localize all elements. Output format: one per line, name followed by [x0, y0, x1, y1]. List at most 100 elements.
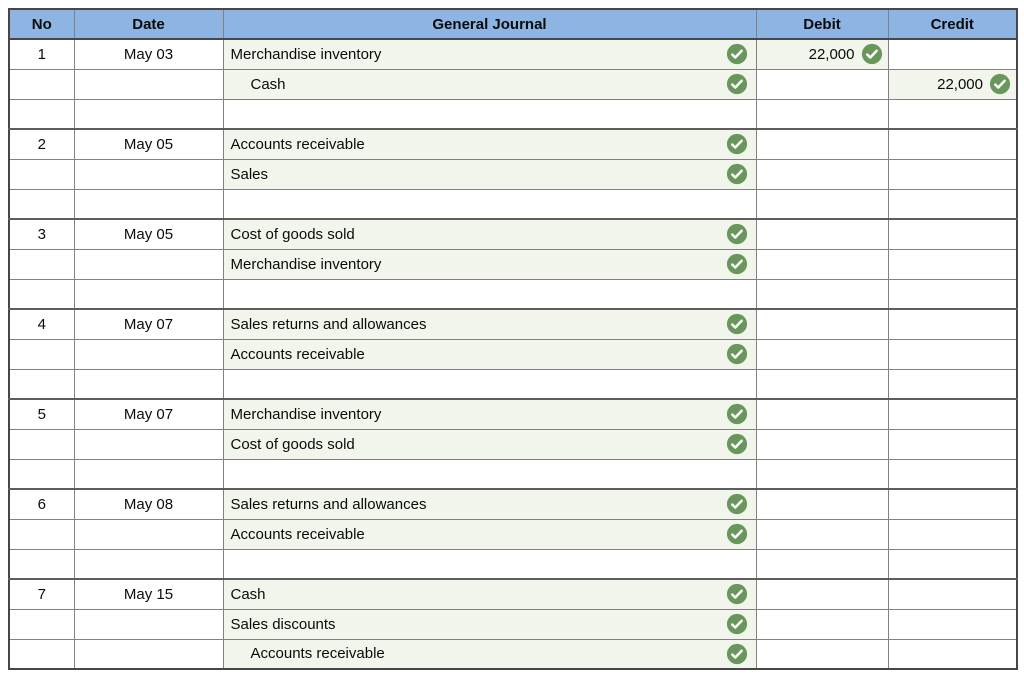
check-icon: [726, 73, 748, 95]
debit-amount-cell[interactable]: 22,000: [755, 38, 889, 70]
spacer-row: [8, 548, 1018, 580]
spacer-debit-cell: [755, 278, 889, 310]
credit-amount-cell[interactable]: [887, 518, 1018, 550]
spacer-no-cell: [8, 278, 75, 310]
account-title-cell[interactable]: Accounts receivable: [222, 638, 757, 670]
account-title-cell[interactable]: Sales: [222, 158, 757, 190]
debit-amount: 22,000: [808, 45, 855, 63]
credit-amount-cell[interactable]: [887, 428, 1018, 460]
credit-amount-cell[interactable]: [887, 488, 1018, 520]
check-icon: [726, 613, 748, 635]
debit-amount-cell[interactable]: [755, 518, 889, 550]
journal-entry-row: Merchandise inventory: [8, 248, 1018, 280]
credit-amount-field: 22,000: [889, 70, 1016, 98]
journal-entry-row: Accounts receivable: [8, 638, 1018, 670]
spacer-row: [8, 458, 1018, 490]
entry-date-cell: May 15: [73, 578, 224, 610]
header-date: Date: [73, 8, 224, 40]
debit-amount-cell[interactable]: [755, 338, 889, 370]
entry-date-cell: [73, 608, 224, 640]
account-title-cell[interactable]: Cash: [222, 68, 757, 100]
account-title: Cost of goods sold: [230, 225, 355, 243]
check-icon: [726, 523, 748, 545]
journal-entry-row: 1 May 03 Merchandise inventory 22,000: [8, 38, 1018, 70]
spacer-row: [8, 368, 1018, 400]
credit-amount-cell[interactable]: [887, 38, 1018, 70]
spacer-date-cell: [73, 98, 224, 130]
spacer-no-cell: [8, 188, 75, 220]
entry-number-cell: [8, 248, 75, 280]
credit-amount-cell[interactable]: [887, 308, 1018, 340]
debit-amount-cell[interactable]: [755, 128, 889, 160]
entry-date-cell: May 07: [73, 398, 224, 430]
credit-amount-cell[interactable]: [887, 608, 1018, 640]
entry-date-cell: [73, 68, 224, 100]
credit-amount-cell[interactable]: [887, 218, 1018, 250]
spacer-credit-cell: [887, 188, 1018, 220]
entry-date-cell: [73, 158, 224, 190]
check-icon: [726, 313, 748, 335]
debit-amount-cell[interactable]: [755, 248, 889, 280]
account-title-cell[interactable]: Merchandise inventory: [222, 398, 757, 430]
account-title: Sales: [230, 165, 269, 183]
account-title-cell[interactable]: Accounts receivable: [222, 518, 757, 550]
debit-amount-cell[interactable]: [755, 608, 889, 640]
entry-date: May 03: [123, 45, 174, 63]
credit-amount-cell[interactable]: [887, 398, 1018, 430]
entry-number: 4: [37, 315, 46, 333]
journal-entry-row: 2 May 05 Accounts receivable: [8, 128, 1018, 160]
account-title-cell[interactable]: Merchandise inventory: [222, 248, 757, 280]
debit-amount-cell[interactable]: [755, 308, 889, 340]
entry-number-cell: [8, 518, 75, 550]
entry-date-cell: [73, 248, 224, 280]
account-title-cell[interactable]: Sales returns and allowances: [222, 308, 757, 340]
credit-amount-cell[interactable]: [887, 638, 1018, 670]
credit-amount-cell[interactable]: [887, 578, 1018, 610]
account-title-cell[interactable]: Merchandise inventory: [222, 38, 757, 70]
header-general-journal: General Journal: [222, 8, 757, 40]
entry-number: 6: [37, 495, 46, 513]
entry-date-cell: [73, 428, 224, 460]
journal-entry-row: Sales discounts: [8, 608, 1018, 640]
debit-amount-cell[interactable]: [755, 578, 889, 610]
credit-amount-cell[interactable]: [887, 338, 1018, 370]
debit-amount-cell[interactable]: [755, 398, 889, 430]
debit-amount-cell[interactable]: [755, 158, 889, 190]
entry-date: May 05: [123, 225, 174, 243]
credit-amount-cell[interactable]: 22,000: [887, 68, 1018, 100]
debit-amount-cell[interactable]: [755, 218, 889, 250]
credit-amount-cell[interactable]: [887, 158, 1018, 190]
account-title-cell[interactable]: Accounts receivable: [222, 338, 757, 370]
entry-date-cell: [73, 338, 224, 370]
check-icon: [726, 223, 748, 245]
account-title-field: Sales: [224, 160, 755, 188]
header-row: No Date General Journal Debit Credit: [8, 8, 1018, 40]
entry-number-cell: 2: [8, 128, 75, 160]
debit-amount-cell[interactable]: [755, 428, 889, 460]
entry-number: 1: [37, 45, 46, 63]
credit-amount-cell[interactable]: [887, 248, 1018, 280]
account-title-cell[interactable]: Cash: [222, 578, 757, 610]
account-title-cell[interactable]: Sales returns and allowances: [222, 488, 757, 520]
account-title-cell[interactable]: Cost of goods sold: [222, 218, 757, 250]
account-title-field: Accounts receivable: [224, 131, 755, 158]
credit-amount-cell[interactable]: [887, 128, 1018, 160]
account-title-cell[interactable]: Cost of goods sold: [222, 428, 757, 460]
account-title-field: Accounts receivable: [224, 340, 755, 368]
check-icon: [726, 163, 748, 185]
spacer-credit-cell: [887, 548, 1018, 580]
entry-number-cell: [8, 608, 75, 640]
check-icon: [726, 253, 748, 275]
spacer-credit-cell: [887, 278, 1018, 310]
account-title-field: Accounts receivable: [224, 520, 755, 548]
spacer-journal-cell: [222, 188, 757, 220]
account-title-cell[interactable]: Sales discounts: [222, 608, 757, 640]
debit-amount-cell[interactable]: [755, 638, 889, 670]
spacer-row: [8, 278, 1018, 310]
account-title: Cash: [250, 75, 286, 93]
debit-amount-cell[interactable]: [755, 488, 889, 520]
debit-amount-cell[interactable]: [755, 68, 889, 100]
account-title-cell[interactable]: Accounts receivable: [222, 128, 757, 160]
spacer-date-cell: [73, 548, 224, 580]
